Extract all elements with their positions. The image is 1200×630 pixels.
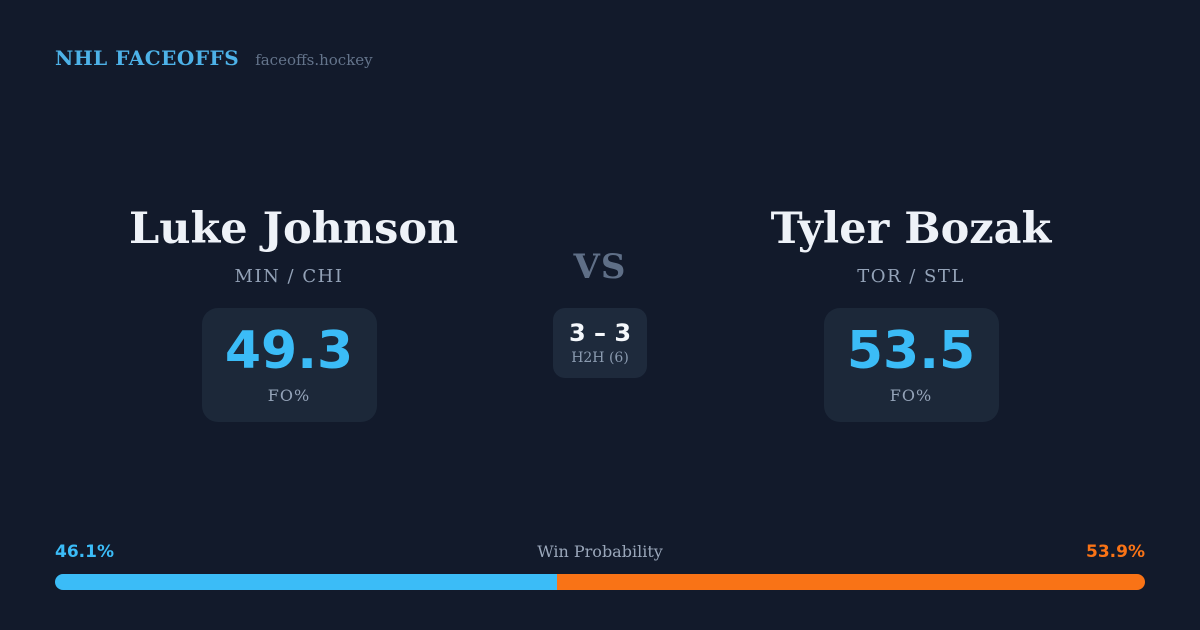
faceoff-stat-card-right: 53.5 FO%	[823, 308, 999, 422]
win-probability-section: 46.1% Win Probability 53.9%	[55, 541, 1145, 590]
player-name-left: Luke Johnson	[129, 204, 459, 254]
faceoff-pct-left: 49.3	[224, 321, 354, 381]
header: NHL FACEOFFS faceoffs.hockey	[55, 46, 373, 70]
faceoff-stat-label-right: FO%	[889, 386, 933, 405]
player-card-right: Tyler Bozak TOR / STL 53.5 FO%	[751, 208, 1071, 422]
win-pct-right: 53.9%	[1086, 542, 1145, 562]
win-probability-bar	[55, 574, 1145, 590]
player-teams-right: TOR / STL	[857, 266, 965, 287]
faceoff-stat-label-left: FO%	[267, 386, 311, 405]
h2h-label: H2H (6)	[571, 349, 629, 366]
player-name-right: Tyler Bozak	[770, 204, 1052, 254]
win-bar-left-segment	[55, 574, 558, 590]
site-url: faceoffs.hockey	[255, 51, 373, 69]
win-probability-labels: 46.1% Win Probability 53.9%	[55, 541, 1145, 563]
faceoff-stat-card-left: 49.3 FO%	[201, 308, 377, 422]
h2h-score: 3 – 3	[568, 318, 632, 347]
h2h-card: 3 – 3 H2H (6)	[553, 308, 647, 378]
matchup-center: VS 3 – 3 H2H (6)	[540, 250, 660, 378]
player-teams-left: MIN / CHI	[234, 266, 344, 287]
vs-label: VS	[573, 247, 627, 287]
player-card-left: Luke Johnson MIN / CHI 49.3 FO%	[129, 204, 459, 422]
win-pct-left: 46.1%	[55, 542, 114, 562]
win-probability-title: Win Probability	[537, 542, 663, 561]
brand-title: NHL FACEOFFS	[55, 46, 240, 70]
faceoff-pct-right: 53.5	[846, 321, 976, 381]
win-bar-right-segment	[557, 574, 1145, 590]
